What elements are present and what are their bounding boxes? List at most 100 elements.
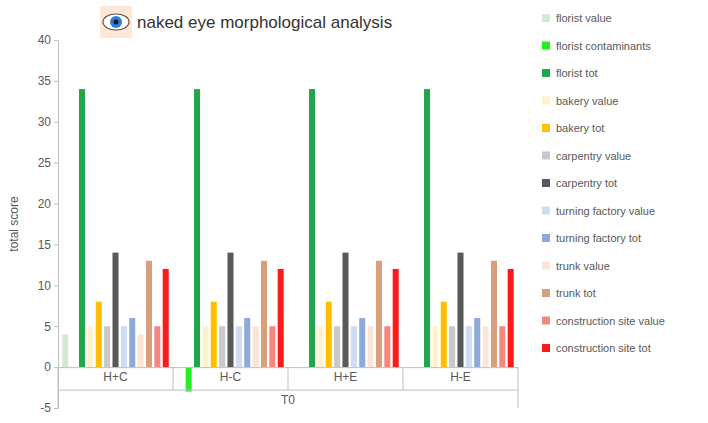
y-tick-mark — [54, 285, 58, 286]
series — [121, 326, 472, 367]
bar — [359, 318, 365, 367]
bar — [474, 318, 480, 367]
bar — [104, 326, 110, 367]
legend-swatch — [542, 289, 550, 297]
bar — [202, 326, 208, 367]
category-separator — [518, 367, 519, 408]
legend-label: construction site tot — [556, 342, 651, 354]
y-tick-label: 25 — [38, 156, 52, 170]
y-tick-mark — [54, 204, 58, 205]
bar — [309, 89, 315, 367]
bar — [146, 261, 152, 367]
bar — [457, 253, 463, 367]
bar — [163, 269, 169, 367]
bar — [424, 89, 430, 367]
series — [62, 334, 68, 367]
y-axis-line — [54, 41, 59, 409]
legend-entry: florist contaminants — [542, 40, 651, 52]
x-tick: H-E — [450, 367, 471, 384]
category-frame — [58, 367, 518, 408]
y-tick-label: -5 — [40, 401, 51, 415]
legend-swatch — [542, 42, 550, 50]
bar — [483, 326, 489, 367]
y-tick-label: 35 — [38, 74, 52, 88]
icon-bg — [100, 6, 132, 38]
legend-entry: turning factory value — [542, 205, 655, 217]
bars — [62, 89, 513, 392]
series — [186, 367, 192, 392]
legend-entry: trunk tot — [542, 287, 596, 299]
bar — [227, 253, 233, 367]
legend-entry: florist tot — [542, 67, 598, 79]
bar — [351, 326, 357, 367]
x-tick-label: H+E — [334, 370, 358, 384]
legend-entry: turning factory tot — [542, 232, 641, 244]
bar — [129, 318, 135, 367]
x-group-label: T0 — [281, 393, 295, 407]
bar — [121, 326, 127, 367]
bar — [376, 261, 382, 367]
bar — [96, 302, 102, 367]
y-tick: 5 — [44, 320, 58, 334]
bar — [261, 261, 267, 367]
title: naked eye morphological analysis — [137, 13, 392, 32]
y-tick-mark — [54, 40, 58, 41]
series — [163, 269, 514, 367]
bar — [87, 326, 93, 367]
y-tick-mark — [54, 367, 58, 368]
y-tick-mark — [54, 81, 58, 82]
y-tick-label: 10 — [38, 279, 52, 293]
bar — [219, 326, 225, 367]
legend-label: turning factory value — [556, 205, 655, 217]
y-tick-label: 0 — [44, 360, 51, 374]
y-tick-mark — [54, 163, 58, 164]
category-separator — [403, 367, 404, 390]
bar — [112, 253, 118, 367]
legend-entry: carpentry tot — [542, 177, 617, 189]
legend-entry: trunk value — [542, 260, 610, 272]
legend-swatch — [542, 152, 550, 160]
bar — [342, 253, 348, 367]
bar — [194, 89, 200, 367]
y-tick-mark — [54, 122, 58, 123]
y-tick: 30 — [38, 115, 58, 129]
bar — [326, 302, 332, 367]
y-tick-label: 30 — [38, 115, 52, 129]
y-tick-mark — [54, 326, 58, 327]
y-tick-label: 15 — [38, 238, 52, 252]
legend-label: florist contaminants — [556, 40, 651, 52]
bar — [508, 269, 514, 367]
legend-entry: construction site value — [542, 315, 665, 327]
series — [146, 261, 497, 367]
x-tick: H-C — [220, 367, 242, 384]
bar — [211, 302, 217, 367]
y-tick: -5 — [40, 401, 58, 415]
legend-swatch — [542, 124, 550, 132]
bar — [154, 326, 160, 367]
category-separator — [173, 367, 174, 390]
bar — [384, 326, 390, 367]
bar — [491, 261, 497, 367]
icon-iris — [110, 16, 122, 28]
bar — [278, 269, 284, 367]
y-tick: 20 — [38, 197, 58, 211]
legend-entry: florist value — [542, 12, 612, 24]
bar — [244, 318, 250, 367]
y-axis: -50510152025303540 — [38, 33, 59, 415]
legend-label: florist tot — [556, 67, 598, 79]
icon-eye — [103, 14, 129, 30]
y-axis-title: total score — [7, 196, 21, 252]
category-divider — [58, 390, 518, 391]
legend-swatch — [542, 14, 550, 22]
y-tick-mark — [54, 408, 58, 409]
legend-label: bakery value — [556, 95, 618, 107]
x-tick-label: H+C — [103, 370, 128, 384]
bar — [441, 302, 447, 367]
legend-swatch — [542, 262, 550, 270]
bar — [253, 326, 259, 367]
y-tick: 25 — [38, 156, 58, 170]
legend-entry: bakery value — [542, 95, 618, 107]
series — [79, 89, 430, 367]
legend-swatch — [542, 69, 550, 77]
x-tick: H+E — [334, 367, 358, 384]
